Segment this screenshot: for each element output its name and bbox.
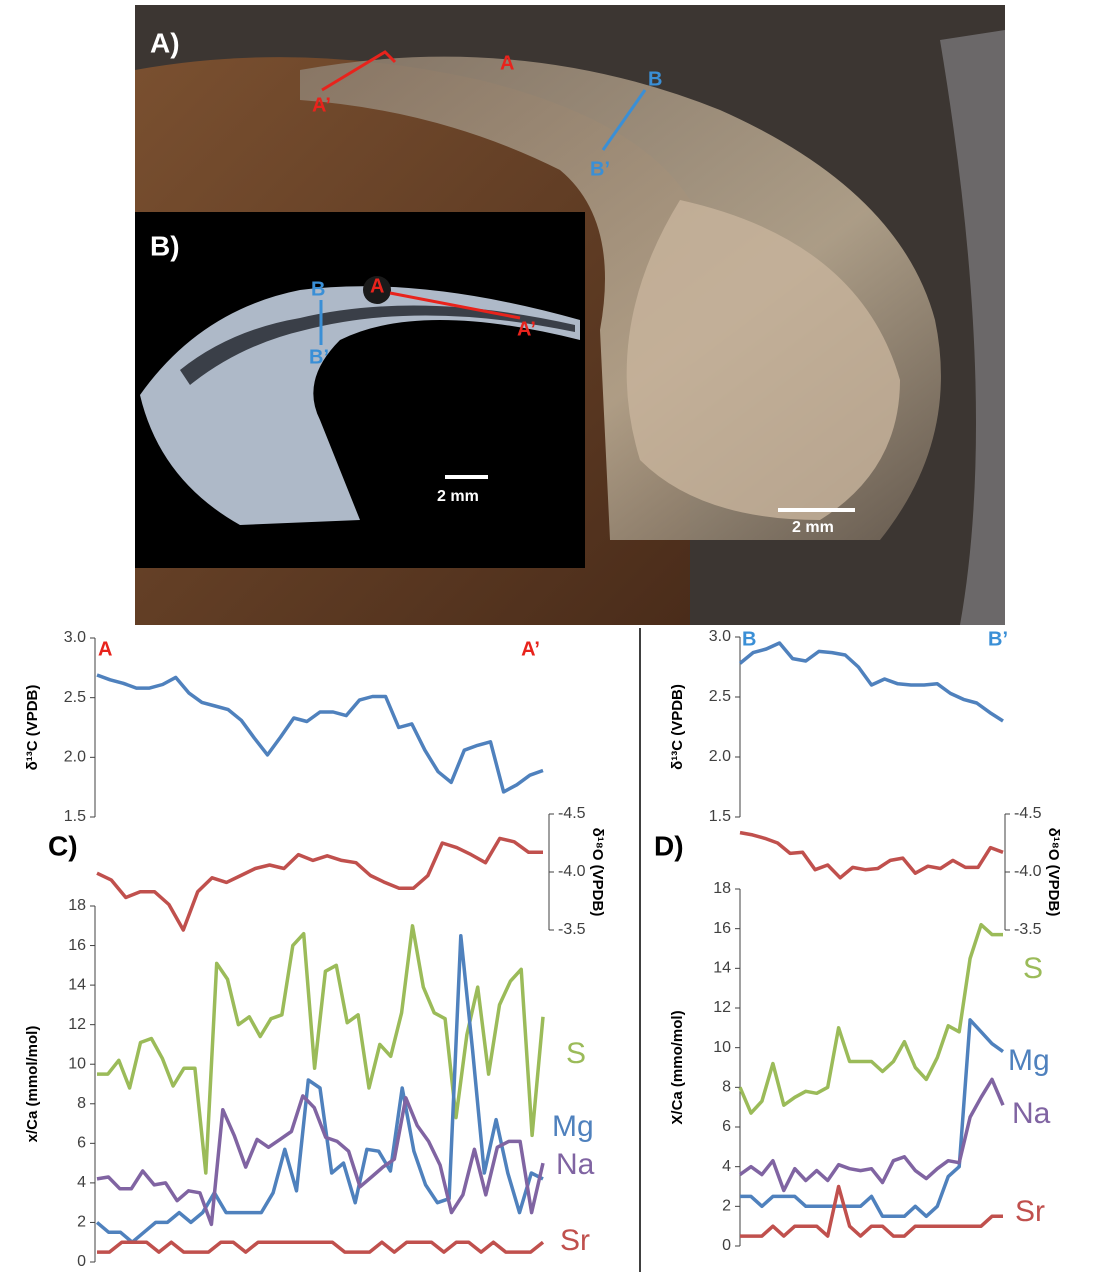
y-tick-label: -3.5 [1014,921,1042,938]
y-axis-label: X/Ca (mmo/mol) [669,1010,686,1124]
series-label: Na [1012,1097,1051,1130]
y-tick-label: 1.5 [709,808,731,825]
y-tick-label: 14 [68,976,86,993]
series-label: Na [556,1148,595,1181]
y-tick-label: 0 [77,1253,86,1270]
y-tick-label: 8 [77,1095,86,1112]
panel-label: B) [150,230,180,261]
y-tick-label: -3.5 [558,921,586,938]
y-tick-label: 3.0 [64,629,86,646]
y-tick-label: 10 [68,1055,86,1072]
point-label: B [648,68,662,90]
series-label: Mg [1008,1044,1050,1077]
series-line [97,926,543,1173]
point-label: B’ [309,346,329,368]
y-tick-label: 6 [77,1135,86,1152]
series-line [97,1096,543,1225]
y-tick-label: 12 [68,1016,86,1033]
series-line [97,838,543,930]
y-tick-label: 2.5 [64,689,86,706]
y-tick-label: 2 [722,1198,731,1215]
series-label: Sr [560,1224,590,1257]
series-line [97,1242,543,1252]
series-line [740,643,1003,721]
point-label: B [311,278,325,300]
y-tick-label: -4.5 [1014,805,1042,822]
y-tick-label: 0 [722,1237,731,1254]
y-tick-label: 14 [713,960,731,977]
y-tick-label: 18 [68,897,86,914]
y-tick-label: 3.0 [709,628,731,645]
series-line [97,936,543,1242]
y-tick-label: 16 [713,920,731,937]
y-axis-label: δ¹⁸O (VPDB) [589,828,606,917]
series-line [740,1020,1003,1216]
y-tick-label: 8 [722,1079,731,1096]
point-label: A [370,275,384,297]
series-line [740,1187,1003,1237]
y-tick-label: 2.0 [709,748,731,765]
y-tick-label: 16 [68,937,86,954]
series-label: Sr [1015,1195,1045,1228]
point-label: A’ [517,318,536,340]
y-tick-label: 2.5 [709,688,731,705]
panel-title: C) [48,830,78,861]
y-tick-label: -4.0 [1014,863,1042,880]
point-label: B’ [590,158,610,180]
panel-title: D) [654,830,684,861]
point-label: A [500,52,514,74]
y-tick-label: 18 [713,880,731,897]
scale-label: 2 mm [792,519,834,536]
annotation: B [742,628,756,650]
series-label: Mg [552,1110,594,1143]
y-tick-label: 4 [722,1158,731,1175]
y-tick-label: 10 [713,1039,731,1056]
scale-label: 2 mm [437,488,479,505]
y-axis-label: x/Ca (mmol/mol) [24,1026,41,1143]
y-tick-label: 4 [77,1174,86,1191]
series-label: S [566,1037,586,1070]
series-line [97,675,543,792]
panel-label: A) [150,27,180,58]
y-axis-label: δ¹³C (VPDB) [669,684,686,770]
series-label: S [1023,952,1043,985]
annotation: A’ [521,638,540,660]
y-tick-label: 2.0 [64,749,86,766]
y-axis-label: δ¹⁸O (VPDB) [1045,828,1062,917]
y-tick-label: -4.5 [558,805,586,822]
photo: A) A A’ B B’ 2 mm B) A A’ B B’ 2 mm [135,5,1005,625]
y-tick-label: 12 [713,999,731,1016]
y-tick-label: 6 [722,1118,731,1135]
figure: A) A A’ B B’ 2 mm B) A A’ B B’ 2 mm C)AA… [0,0,1099,1272]
series-line [740,833,1003,878]
y-tick-label: 1.5 [64,808,86,825]
y-tick-label: 2 [77,1214,86,1231]
point-label: A’ [312,94,331,116]
y-axis-label: δ¹³C (VPDB) [24,685,41,771]
y-tick-label: -4.0 [558,863,586,880]
annotation: B’ [988,628,1008,650]
annotation: A [98,638,112,660]
